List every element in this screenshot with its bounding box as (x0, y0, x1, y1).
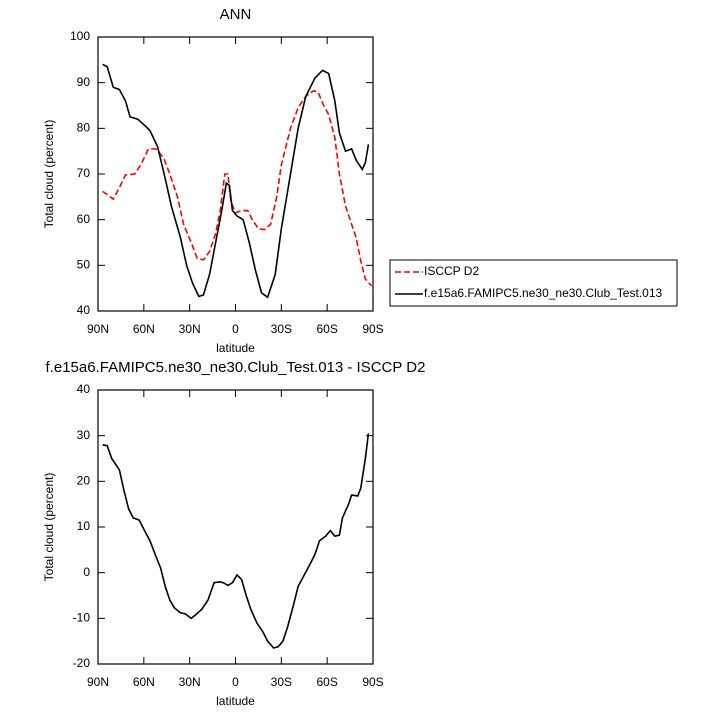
legend-box (389, 259, 678, 307)
y-tick-label: 50 (77, 258, 91, 272)
x-tick-label: 30S (271, 322, 292, 336)
x-tick-label: 30N (179, 675, 201, 689)
x-tick-label: 90N (87, 322, 109, 336)
plot-frame (97, 389, 374, 665)
data-line (102, 90, 373, 287)
y-tick-label: 0 (83, 565, 90, 579)
y-tick-label: -20 (73, 656, 91, 670)
data-line (102, 433, 370, 649)
x-tick-label: 90S (362, 322, 383, 336)
legend-label: f.e15a6.FAMIPC5.ne30_ne30.Club_Test.013 (424, 286, 662, 300)
y-tick-label: 40 (77, 303, 91, 317)
x-tick-label: 0 (232, 675, 239, 689)
x-axis-label: latitude (216, 341, 255, 355)
y-tick-label: 10 (77, 519, 91, 533)
x-tick-label: 60N (133, 675, 155, 689)
x-tick-label: 30N (179, 322, 201, 336)
y-tick-label: 80 (77, 121, 91, 135)
y-axis-label: Total cloud (percent) (42, 120, 56, 229)
y-tick-label: 30 (77, 428, 91, 442)
x-tick-label: 90N (87, 675, 109, 689)
x-axis-label: latitude (216, 694, 255, 708)
y-tick-label: 100 (70, 29, 90, 43)
y-tick-label: 20 (77, 474, 91, 488)
x-tick-label: 60N (133, 322, 155, 336)
y-tick-label: 40 (77, 382, 91, 396)
x-tick-label: 0 (232, 322, 239, 336)
data-line (102, 63, 370, 299)
x-tick-label: 90S (362, 675, 383, 689)
legend-label: ISCCP D2 (424, 264, 479, 278)
y-axis-label: Total cloud (percent) (42, 473, 56, 582)
x-tick-label: 60S (316, 322, 337, 336)
y-tick-label: -10 (73, 611, 91, 625)
y-tick-label: 60 (77, 212, 91, 226)
y-tick-label: 90 (77, 75, 91, 89)
x-tick-label: 60S (316, 675, 337, 689)
chart-title: ANN (220, 6, 252, 23)
plot-frame (97, 36, 374, 312)
chart-title: f.e15a6.FAMIPC5.ne30_ne30.Club_Test.013 … (46, 359, 426, 376)
y-tick-label: 70 (77, 166, 91, 180)
x-tick-label: 30S (271, 675, 292, 689)
